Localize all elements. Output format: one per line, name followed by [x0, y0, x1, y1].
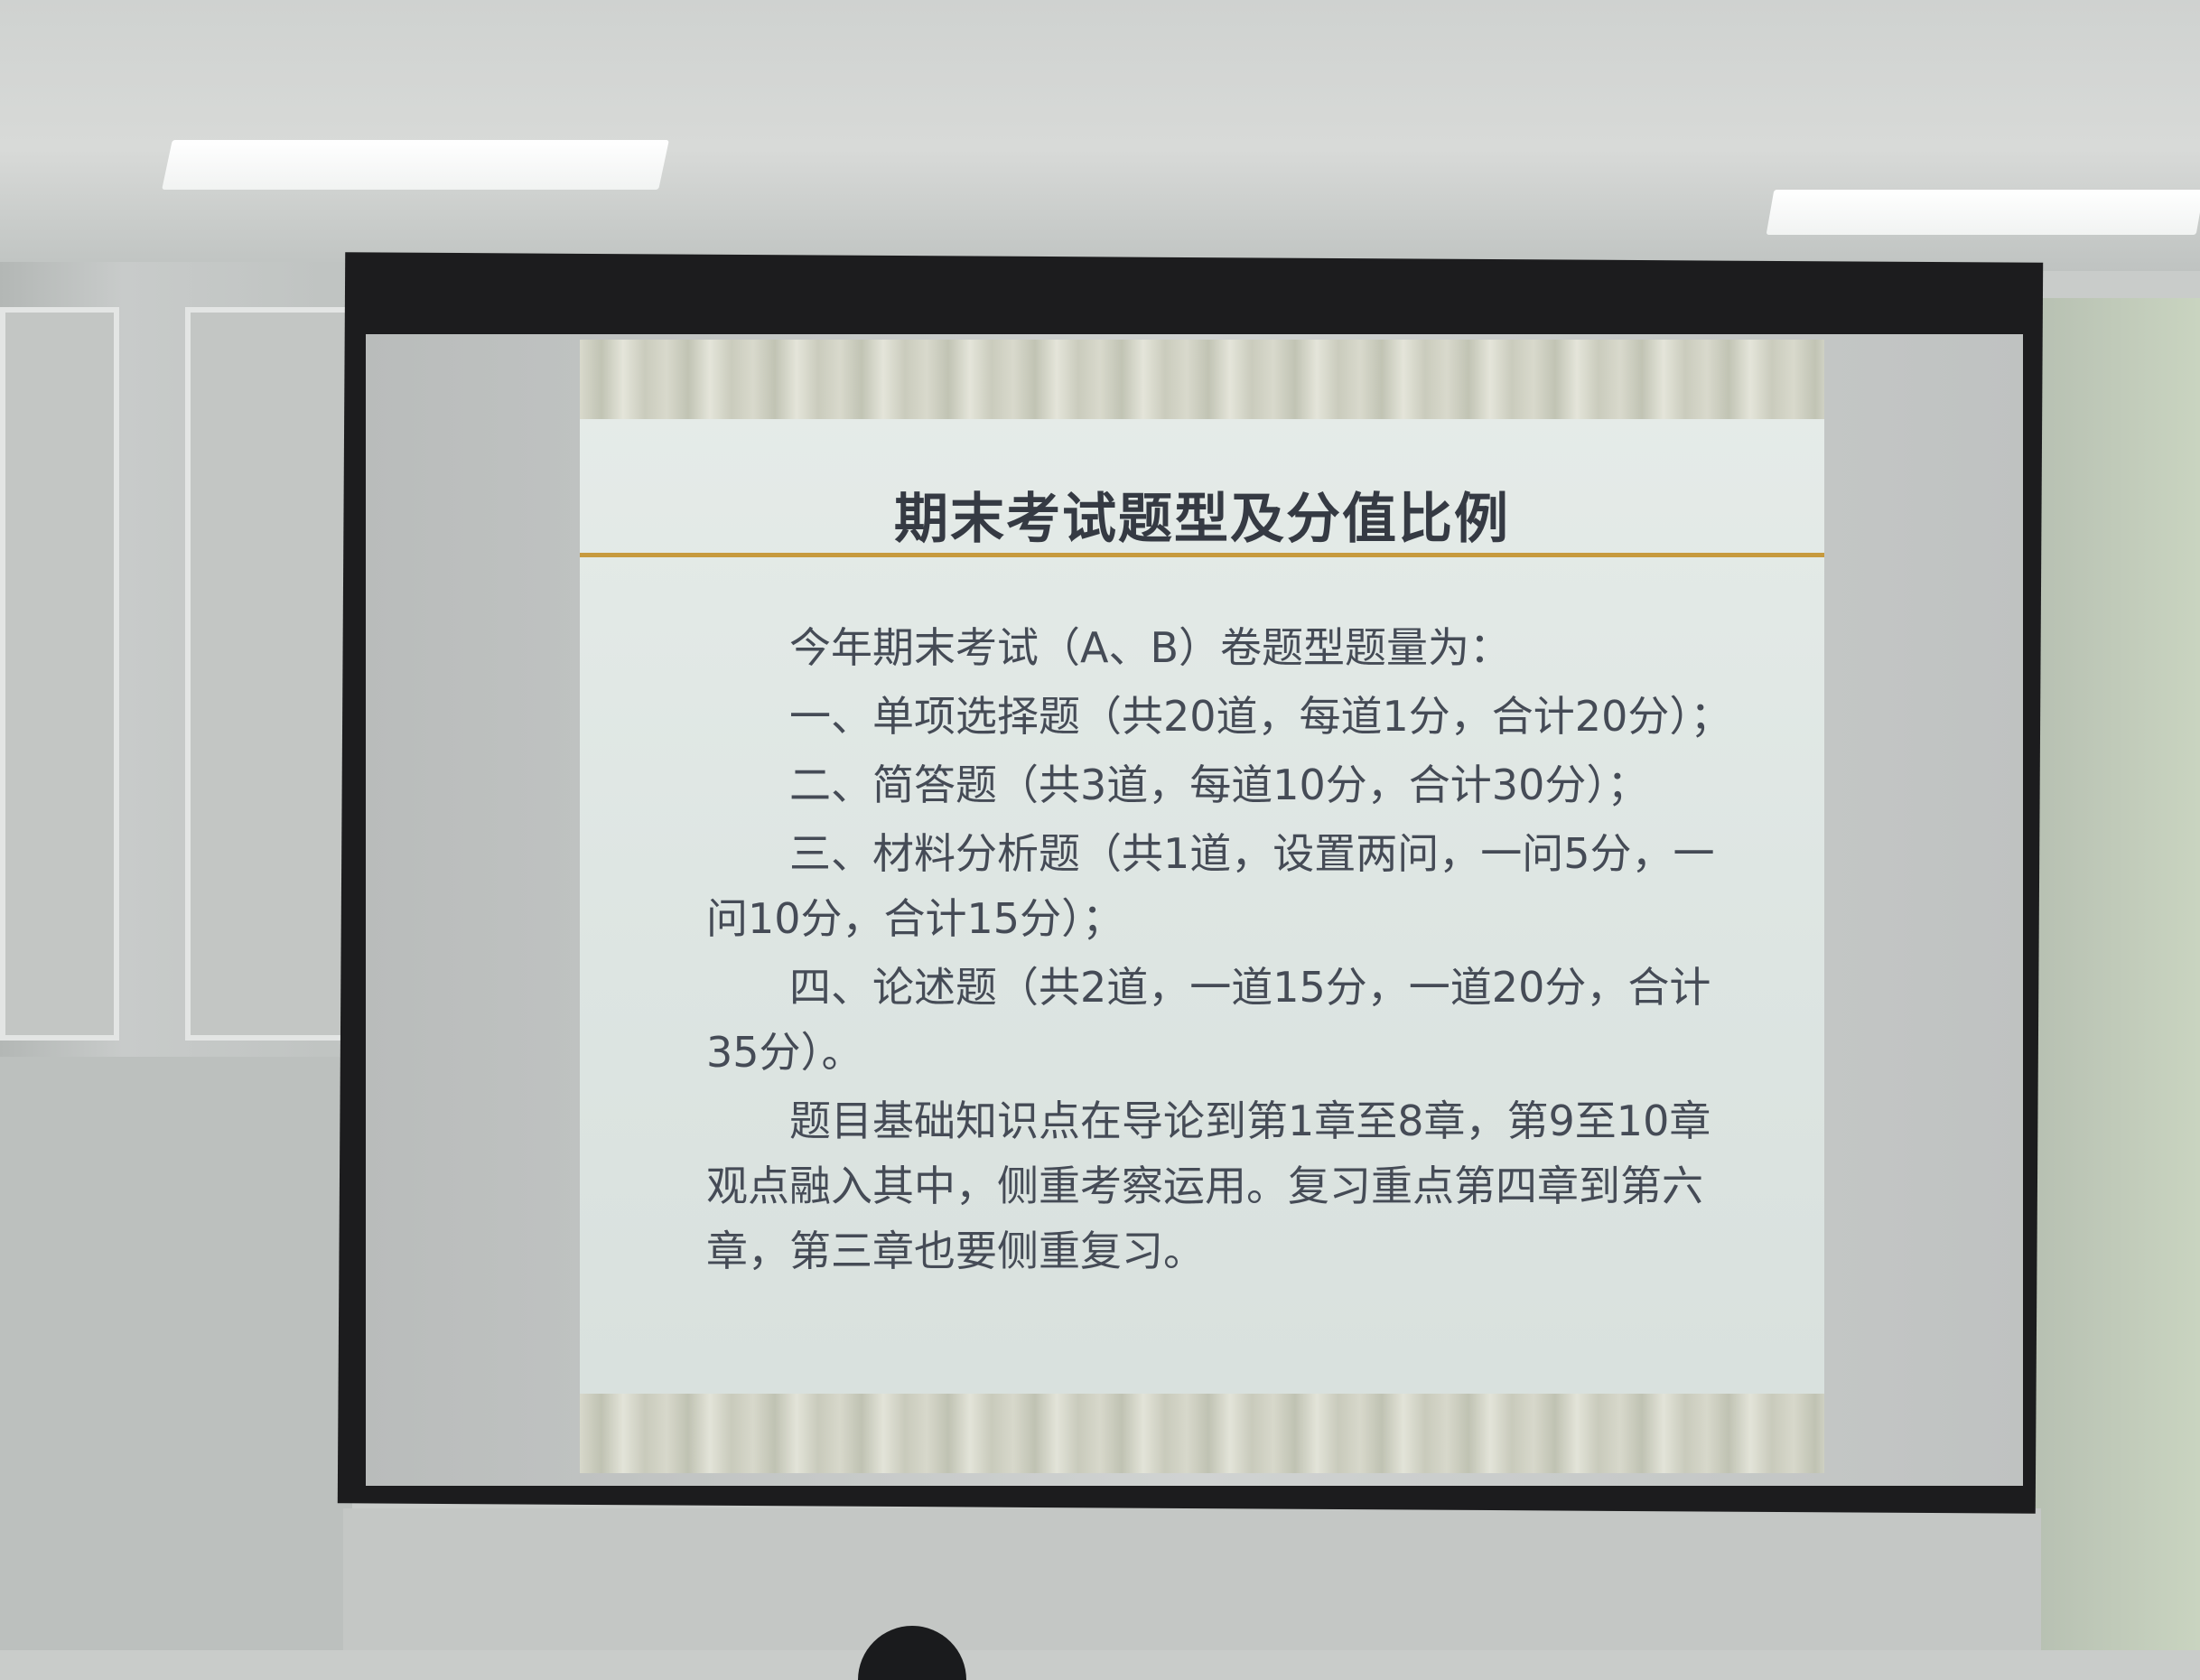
slide-paragraph: 四、论述题（共2道，一道15分，一道20分，合计35分）。	[706, 963, 1711, 1077]
slide-paragraph: 今年期末考试（A、B）卷题型题量为：	[789, 623, 1512, 672]
slide-bottom-ornament-border	[580, 1394, 1824, 1473]
title-underline-rule	[580, 553, 1824, 557]
ceiling-light-left	[162, 140, 669, 190]
whiteboard-panel-left	[0, 307, 119, 1041]
slide-paragraph: 一、单项选择题（共20道，每道1分，合计20分）；	[789, 692, 1732, 741]
slide-paragraph: 三、材料分析题（共1道，设置两问，一问5分，一问10分，合计15分）；	[706, 829, 1715, 943]
slide-body: 今年期末考试（A、B）卷题型题量为： 一、单项选择题（共20道，每道1分，合计2…	[706, 615, 1736, 1287]
lower-left-wall	[0, 1057, 352, 1650]
slide-top-ornament-border	[580, 340, 1824, 419]
whiteboard-panel-right	[185, 307, 359, 1041]
slide-paragraph: 二、简答题（共3道，每道10分，合计30分）；	[789, 761, 1649, 809]
slide-title: 期末考试题型及分值比例	[894, 488, 1510, 551]
lower-wall	[343, 1508, 2041, 1650]
projected-slide: 期末考试题型及分值比例 今年期末考试（A、B）卷题型题量为： 一、单项选择题（共…	[580, 340, 1824, 1473]
slide-paragraph: 题目基础知识点在导论到第1章至8章，第9至10章观点融入其中，侧重考察运用。复习…	[706, 1097, 1711, 1275]
right-wall	[2032, 298, 2200, 1650]
ceiling-light-right	[1766, 190, 2200, 235]
